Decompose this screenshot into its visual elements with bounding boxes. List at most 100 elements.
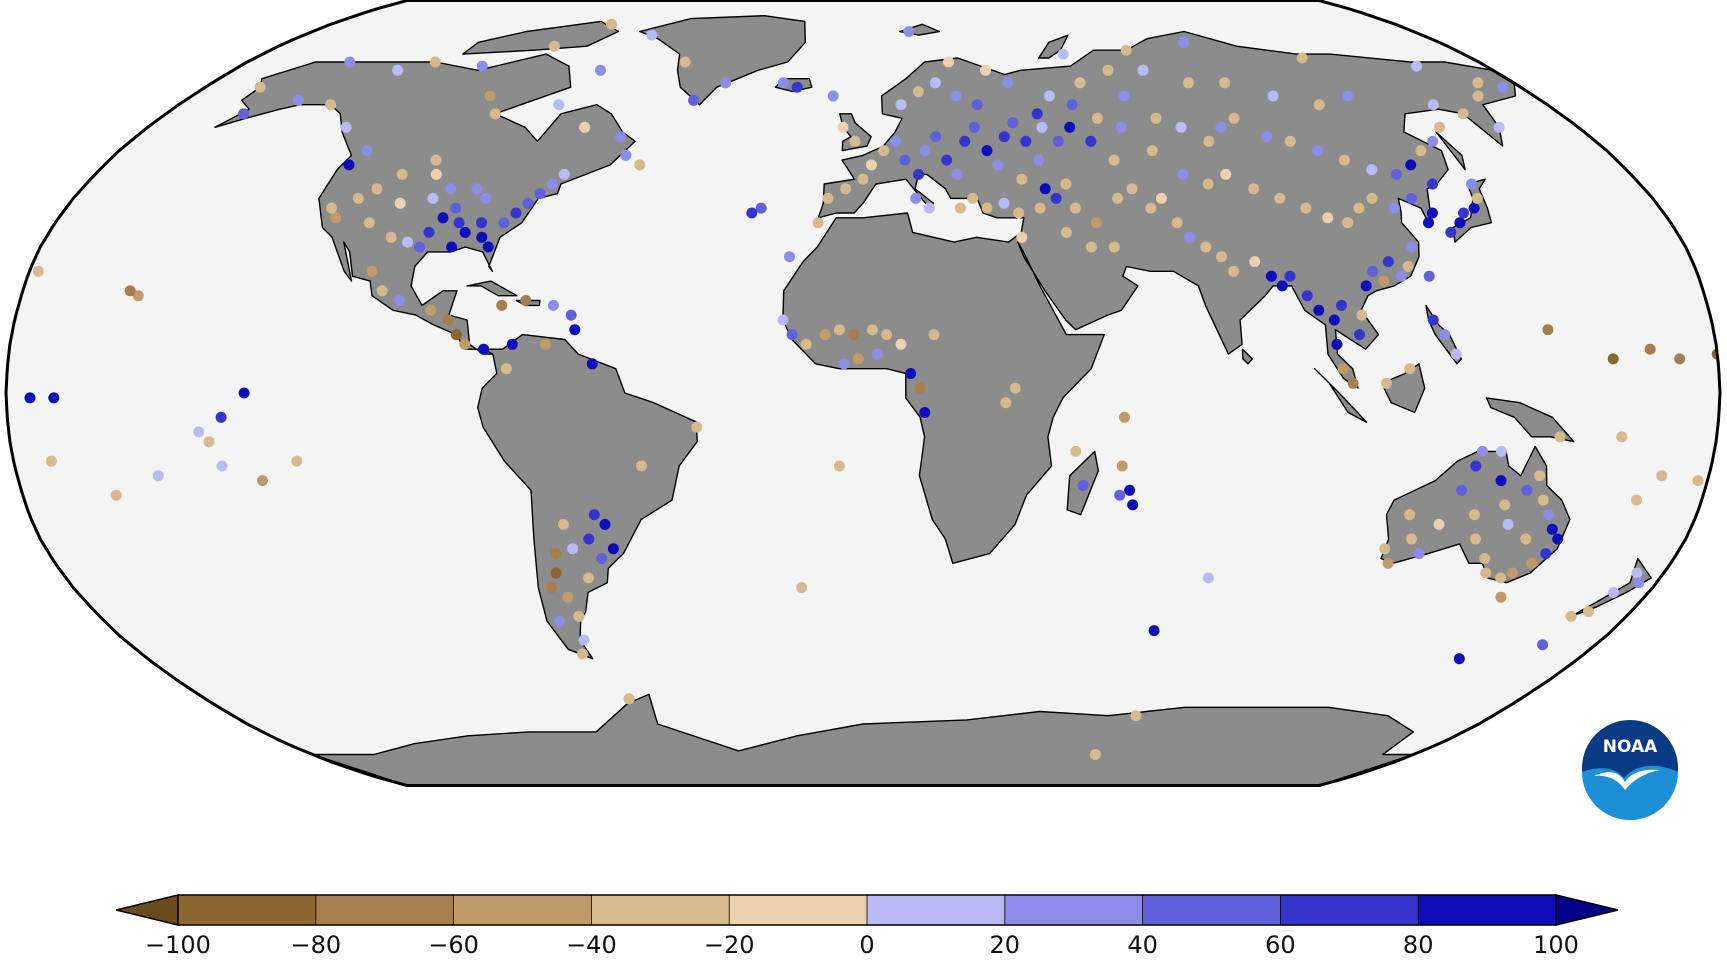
station-point xyxy=(1064,121,1076,133)
station-point xyxy=(238,387,250,399)
station-point xyxy=(981,202,993,214)
station-point xyxy=(646,29,658,41)
station-point xyxy=(534,188,546,200)
station-point xyxy=(1342,217,1354,229)
station-point xyxy=(573,610,585,622)
station-point xyxy=(414,241,426,253)
station-point xyxy=(1692,475,1704,487)
colorbar-tick-label: −40 xyxy=(566,931,617,959)
station-point xyxy=(1521,484,1533,496)
station-point xyxy=(784,251,795,263)
station-point xyxy=(480,192,492,204)
station-point xyxy=(361,145,373,157)
station-point xyxy=(1380,377,1392,389)
station-point xyxy=(1177,168,1189,180)
station-point xyxy=(1495,445,1507,457)
station-point xyxy=(1353,202,1365,214)
station-point xyxy=(1043,90,1055,102)
station-point xyxy=(1337,363,1349,375)
station-point xyxy=(476,231,488,243)
station-point xyxy=(1249,256,1261,268)
station-point xyxy=(1284,135,1296,147)
station-point xyxy=(998,197,1010,209)
colorbar-tick-label: 80 xyxy=(1403,931,1434,959)
station-point xyxy=(1454,217,1466,229)
station-point xyxy=(1033,154,1045,166)
station-point xyxy=(1175,121,1187,133)
station-point xyxy=(1301,290,1313,302)
station-point xyxy=(110,489,122,501)
station-point xyxy=(291,455,303,467)
station-point xyxy=(1220,168,1232,180)
station-point xyxy=(1674,353,1686,365)
station-point xyxy=(238,108,250,120)
station-point xyxy=(1499,499,1511,511)
station-point xyxy=(791,81,803,93)
station-point xyxy=(1495,572,1507,584)
station-point xyxy=(1537,494,1549,506)
station-point xyxy=(865,159,877,171)
station-point xyxy=(1000,397,1012,409)
station-point xyxy=(615,131,627,143)
station-point xyxy=(1034,202,1046,214)
station-point xyxy=(1456,484,1468,496)
station-point xyxy=(1427,178,1439,190)
station-point xyxy=(1366,164,1378,176)
station-point xyxy=(1470,533,1481,545)
colorbar-border xyxy=(177,894,1557,926)
station-point xyxy=(1495,591,1507,603)
station-point xyxy=(1382,256,1394,268)
colorbar-tick-label: 0 xyxy=(859,931,874,959)
station-point xyxy=(1426,207,1438,219)
station-point xyxy=(340,121,352,133)
station-point xyxy=(326,202,338,214)
station-point xyxy=(1089,749,1101,760)
station-point xyxy=(1009,382,1021,394)
station-point xyxy=(881,329,893,341)
noaa-logo: NOAA xyxy=(1582,720,1678,820)
station-point xyxy=(1066,99,1078,111)
station-point xyxy=(1313,304,1325,316)
station-point xyxy=(833,460,845,472)
station-point xyxy=(1543,509,1555,521)
station-point xyxy=(1057,48,1069,60)
station-point xyxy=(1644,343,1656,355)
noaa-logo-text: NOAA xyxy=(1603,737,1658,757)
station-point xyxy=(583,572,594,584)
station-point xyxy=(1427,135,1439,147)
station-point xyxy=(579,121,591,133)
station-point xyxy=(1248,183,1260,195)
station-point xyxy=(1497,81,1508,93)
colorbar-bin xyxy=(178,895,316,925)
station-point xyxy=(45,455,57,467)
colorbar-under-arrow xyxy=(115,894,179,926)
station-point xyxy=(1395,270,1407,282)
station-point xyxy=(1633,577,1645,589)
station-point xyxy=(871,348,883,360)
station-point xyxy=(1406,241,1417,253)
station-point xyxy=(203,436,215,448)
station-point xyxy=(1405,159,1417,171)
station-point xyxy=(1453,653,1465,665)
land-sri-lanka xyxy=(1241,348,1254,365)
station-point xyxy=(152,470,164,482)
station-point xyxy=(257,475,268,487)
station-point xyxy=(890,135,902,147)
noaa-logo-lower-half xyxy=(1582,765,1678,820)
station-point xyxy=(746,207,758,219)
station-point xyxy=(363,217,375,229)
station-point xyxy=(1616,431,1628,443)
station-point xyxy=(32,265,44,277)
station-point xyxy=(1479,553,1491,564)
station-point xyxy=(1276,280,1288,292)
station-point xyxy=(895,338,907,350)
land-eurasia-africa xyxy=(782,30,1517,564)
station-point xyxy=(540,338,551,350)
station-point xyxy=(1471,192,1483,204)
station-point xyxy=(1061,226,1072,238)
station-point xyxy=(1439,329,1451,341)
station-points xyxy=(24,18,1720,760)
station-point xyxy=(912,86,924,98)
station-point xyxy=(1016,231,1028,243)
station-point xyxy=(1130,710,1142,722)
